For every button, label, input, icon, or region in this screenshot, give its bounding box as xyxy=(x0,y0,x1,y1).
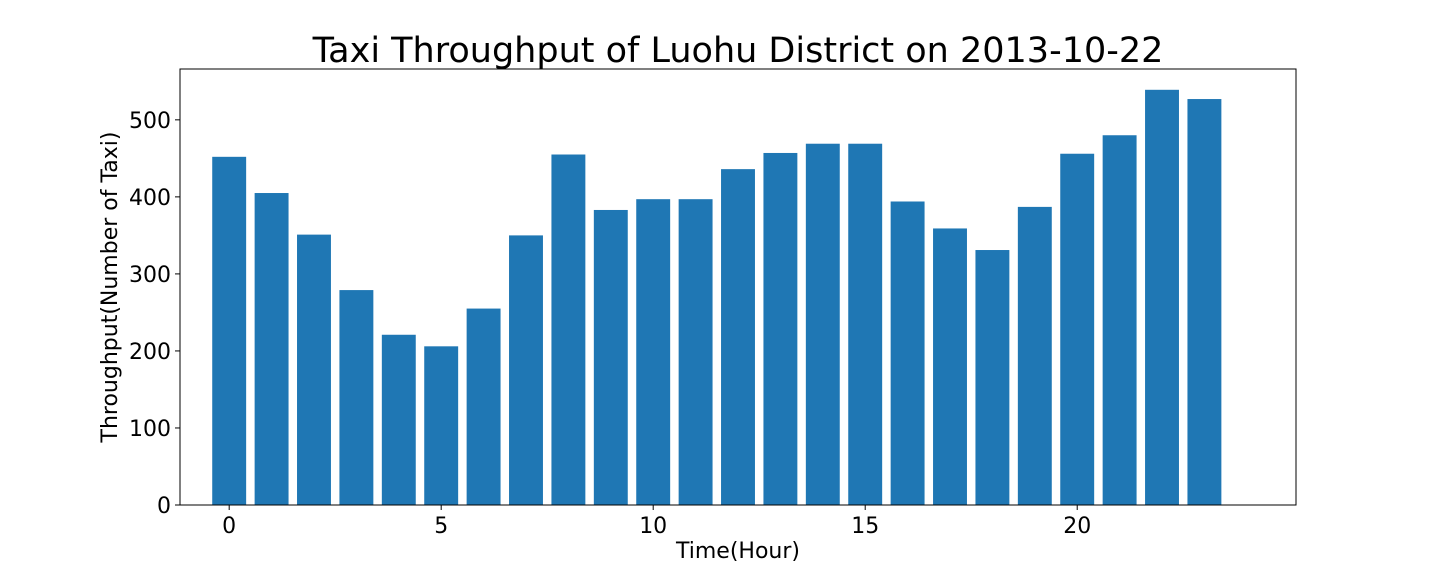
x-axis-label: Time(Hour) xyxy=(675,539,800,564)
bar-hour-9 xyxy=(593,209,628,505)
bar-hour-16 xyxy=(890,201,925,506)
bar-hour-11 xyxy=(678,199,713,505)
bar-hour-20 xyxy=(1060,153,1095,505)
bar-hour-12 xyxy=(721,169,755,505)
y-axis-ticks: 0 100 200 300 400 500 xyxy=(129,109,180,519)
y-tick-label: 400 xyxy=(129,186,171,211)
bar-hour-5 xyxy=(424,346,459,505)
x-tick-label: 20 xyxy=(1063,514,1091,539)
x-tick-label: 15 xyxy=(851,514,879,539)
bars-group xyxy=(212,89,1222,506)
bar-hour-7 xyxy=(509,235,543,506)
chart-title: Taxi Throughput of Luohu District on 201… xyxy=(312,31,1164,71)
bar-hour-6 xyxy=(466,308,501,505)
y-tick-label: 0 xyxy=(157,494,171,519)
x-tick-label: 0 xyxy=(222,514,236,539)
bar-hour-21 xyxy=(1102,135,1137,505)
y-axis-label: Throughput(Number of Taxi) xyxy=(98,132,123,444)
bar-hour-17 xyxy=(933,228,967,506)
bar-hour-3 xyxy=(339,290,374,505)
bar-hour-10 xyxy=(636,199,671,505)
bar-hour-15 xyxy=(848,143,883,506)
bar-hour-13 xyxy=(763,152,798,505)
bar-hour-23 xyxy=(1187,99,1222,505)
x-tick-label: 5 xyxy=(434,514,448,539)
bar-hour-22 xyxy=(1145,89,1179,505)
bar-hour-19 xyxy=(1017,206,1052,505)
y-tick-label: 100 xyxy=(129,417,171,442)
bar-hour-8 xyxy=(551,154,586,505)
y-tick-label: 500 xyxy=(129,109,171,134)
bar-hour-4 xyxy=(381,334,416,505)
bar-hour-14 xyxy=(805,143,840,506)
bar-hour-1 xyxy=(254,193,289,506)
x-axis-ticks: 0 5 10 15 20 xyxy=(222,505,1091,539)
bar-hour-2 xyxy=(297,234,331,505)
y-tick-label: 300 xyxy=(129,263,171,288)
bar-hour-0 xyxy=(212,156,247,505)
plot-frame xyxy=(179,68,1297,506)
x-tick-label: 10 xyxy=(639,514,667,539)
y-tick-label: 200 xyxy=(129,340,171,365)
bar-hour-18 xyxy=(975,250,1010,505)
